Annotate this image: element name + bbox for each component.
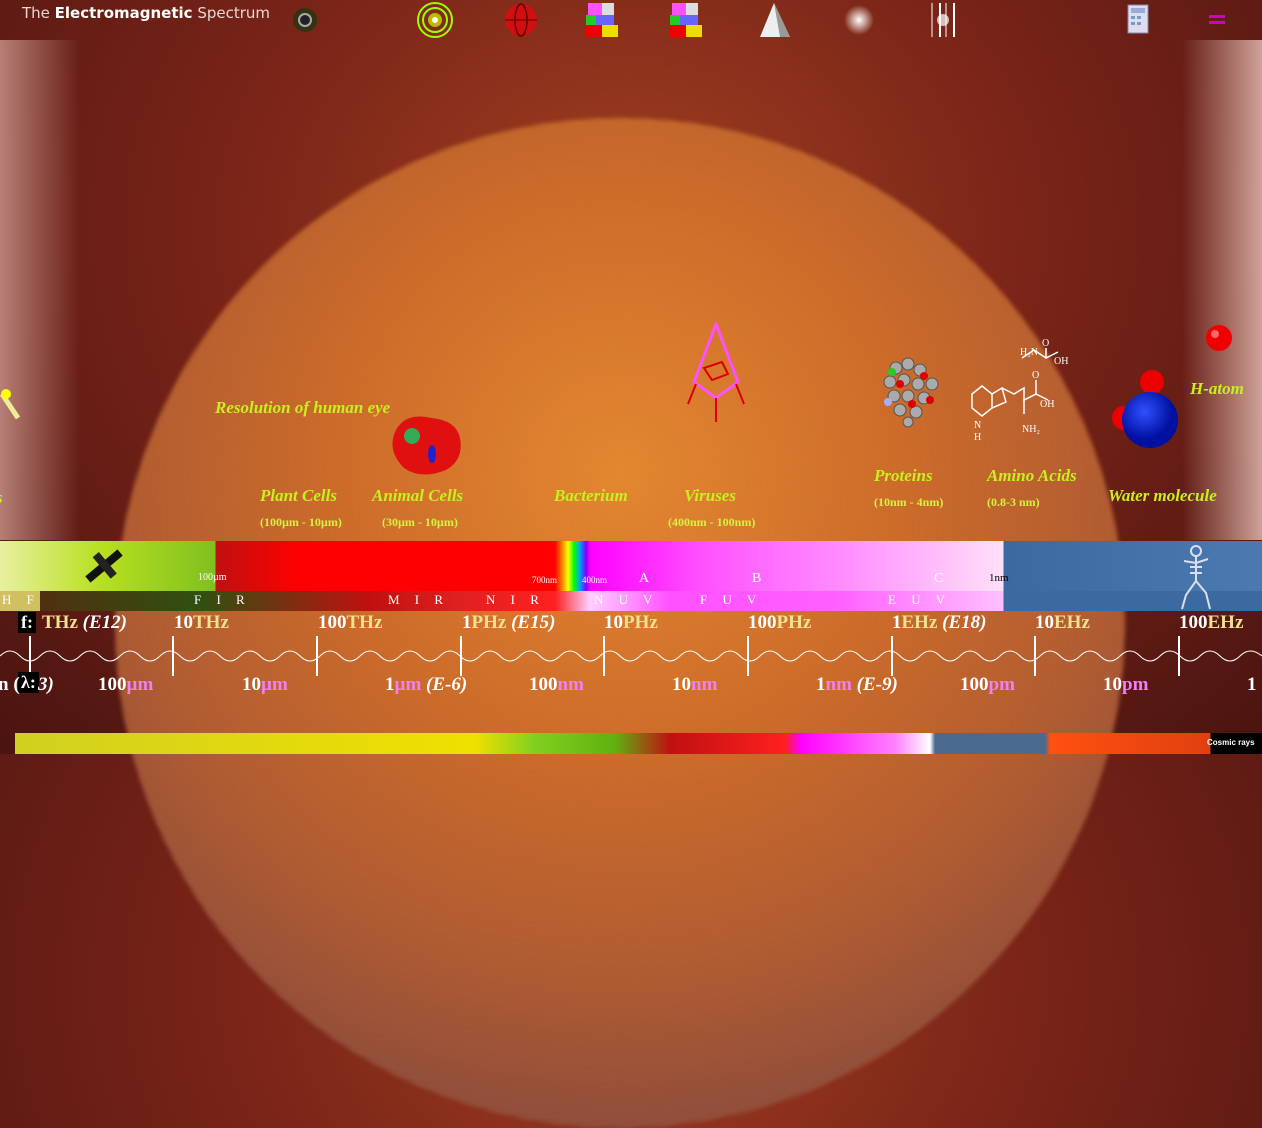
color-blocks-icon[interactable] [584,2,622,38]
mark-uv-a: A [639,571,650,586]
label-water-molecule: Water molecule [1108,486,1217,505]
region-nuv[interactable]: N U V [594,592,659,607]
label-animal-cells: Animal Cells [372,486,464,505]
freq-label-6: 1EHz (E18) [892,612,987,633]
overview-strip[interactable] [15,733,1262,754]
range-amino-acids: (0.8-3 nm) [987,495,1040,509]
left-glow [0,40,80,540]
spectrum-band-top [0,541,1262,591]
prism-icon[interactable] [754,2,792,38]
wave-label-8: 1 [1247,674,1257,695]
label-h-atom: H-atom [1190,379,1244,398]
mark-100um: 100µm [198,572,227,583]
wave-label-pre: n ( [0,674,20,695]
calculator-icon[interactable] [1120,2,1158,38]
range-proteins: (10nm - 4nm) [874,495,944,509]
freq-label-3: 1PHz (E15) [462,612,556,633]
svg-text:O: O [1042,338,1049,349]
svg-text:OH: OH [1054,356,1068,367]
label-proteins: Proteins [874,466,933,485]
region-hf[interactable]: H F [2,592,40,607]
right-glow [1182,40,1262,540]
wavelength-badge: λ: [18,672,39,693]
satellite-icon [84,543,124,594]
wave-label-1: 10µm [242,674,288,695]
mark-700nm: 700nm [532,575,558,585]
amino-acid-diagram: H₂N OH O O OH NH₂ N H [962,328,1092,453]
scale-ticks [0,636,1262,676]
globe-icon[interactable] [502,2,540,38]
freq-label-4: 10PHz [604,612,658,633]
mark-uv-b: B [752,571,762,586]
label-plant-cells: Plant Cells [260,486,337,505]
water-molecule-icon [1108,366,1182,465]
freq-label-7: 10EHz [1035,612,1090,633]
virus-icon [686,319,746,429]
svg-text:NH₂: NH₂ [1022,424,1040,435]
color-blocks-icon-2[interactable] [668,2,706,38]
h-atom-icon [1204,320,1234,361]
label-amino-acids: Amino Acids [987,466,1077,485]
region-fir[interactable]: F I R [194,592,251,607]
wave-label-3: 100nm [529,674,584,695]
svg-text:H: H [974,432,981,443]
freq-label-8: 100EHz [1179,612,1244,633]
app-title: The Electromagnetic Spectrum [22,4,271,22]
spectrum-band[interactable]: 100µm 700nm 400nm A B C 1nm H F F I R M … [0,541,1262,611]
wave-label-6: 100pm [960,674,1015,695]
label-resolution-eye: Resolution of human eye [215,398,391,417]
label-bacterium: Bacterium [554,486,628,505]
range-animal-cells: (30µm - 10µm) [382,515,458,529]
region-nir[interactable]: N I R [486,592,545,607]
wave-label-5: 1nm (E-9) [816,674,898,695]
range-viruses: (400nm - 100nm) [668,515,756,529]
svg-text:H₂N: H₂N [1020,347,1038,358]
eclipse-icon[interactable] [286,2,324,38]
wave-label-4: 10nm [672,674,718,695]
wave-label-0: 100µm [98,674,154,695]
menu-icon[interactable] [1198,2,1236,38]
region-fuv[interactable]: F U V [700,592,763,607]
spectrum-band-regions [0,591,1262,611]
label-viruses: Viruses [684,486,736,505]
glow-icon[interactable] [840,2,878,38]
freq-label-2: 100THz [318,612,383,633]
microscope-icon [0,388,22,427]
region-euv[interactable]: E U V [888,592,951,607]
radio-ring-icon[interactable] [416,2,454,38]
freq-label-5: 100PHz [748,612,812,633]
svg-text:N: N [974,420,981,431]
svg-text:O: O [1032,370,1039,381]
animal-cell-icon [386,410,466,485]
label-s: s [0,488,3,508]
mark-uv-c: C [934,571,944,586]
wave-label-2: 1µm (E-6) [385,674,468,695]
svg-text:OH: OH [1040,399,1054,410]
frequency-badge: f: [18,612,36,633]
wave-label-7: 10pm [1103,674,1149,695]
range-plant-cells: (100µm - 10µm) [260,515,342,529]
protein-icon [878,354,944,433]
mark-1nm: 1nm [989,572,1009,584]
freq-label-0: THz (E12) [42,612,127,633]
lines-icon[interactable] [926,2,964,38]
region-mir[interactable]: M I R [388,592,450,607]
skeleton-icon [1176,543,1216,616]
wave-label-pre2: 3) [38,674,54,695]
mark-400nm: 400nm [582,575,608,585]
cosmic-rays-label: Cosmic rays [1207,738,1255,747]
freq-label-1: 10THz [174,612,229,633]
